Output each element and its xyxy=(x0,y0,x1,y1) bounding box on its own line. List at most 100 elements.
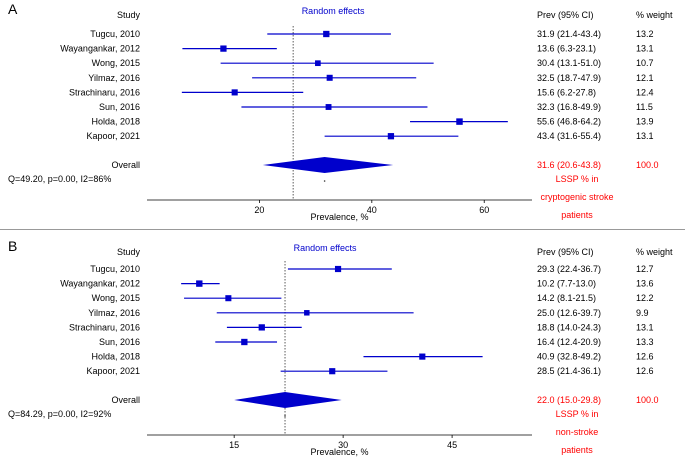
overall-diamond xyxy=(262,157,394,173)
study-prev-ci: 43.4 (31.6-55.4) xyxy=(537,131,601,141)
study-prev-ci: 32.3 (16.8-49.9) xyxy=(537,102,601,112)
study-prev-ci: 55.6 (46.8-64.2) xyxy=(537,117,601,127)
study-weight: 12.2 xyxy=(636,293,654,303)
study-prev-ci: 40.9 (32.8-49.2) xyxy=(537,352,601,362)
study-weight: 13.1 xyxy=(636,131,654,141)
point-estimate-marker xyxy=(329,368,336,375)
point-estimate-marker xyxy=(225,295,232,302)
study-weight: 12.6 xyxy=(636,352,654,362)
study-prev-ci: 18.8 (14.0-24.3) xyxy=(537,322,601,332)
overall-center-dot xyxy=(284,415,286,417)
study-prev-ci: 13.6 (6.3-23.1) xyxy=(537,44,596,54)
plot-title: Random effects xyxy=(294,243,357,253)
overall-prev-ci: 31.6 (20.6-43.8) xyxy=(537,160,601,170)
study-weight: 12.1 xyxy=(636,73,654,83)
annotation-line: non-stroke xyxy=(556,427,599,437)
study-label: Wong, 2015 xyxy=(92,58,140,68)
study-label: Yilmaz, 2016 xyxy=(88,73,140,83)
prev-column-header: Prev (95% CI) xyxy=(537,247,594,257)
study-prev-ci: 29.3 (22.4-36.7) xyxy=(537,264,601,274)
overall-prev-ci: 22.0 (15.0-29.8) xyxy=(537,395,601,405)
point-estimate-marker xyxy=(456,118,463,125)
point-estimate-marker xyxy=(241,338,248,346)
weight-column-header: % weight xyxy=(636,10,673,20)
study-prev-ci: 14.2 (8.1-21.5) xyxy=(537,293,596,303)
overall-label: Overall xyxy=(111,160,140,170)
point-estimate-marker xyxy=(304,310,310,316)
study-weight: 12.7 xyxy=(636,264,654,274)
point-estimate-marker xyxy=(387,133,395,140)
weight-column-header: % weight xyxy=(636,247,673,257)
overall-weight: 100.0 xyxy=(636,160,659,170)
annotation-line: LSSP % in xyxy=(556,409,599,419)
point-estimate-marker xyxy=(326,74,333,81)
annotation-line: patients xyxy=(561,210,593,220)
heterogeneity-stats: Q=84.29, p=0.00, I2=92% xyxy=(8,409,111,419)
point-estimate-marker xyxy=(419,353,426,360)
annotation-line: patients xyxy=(561,445,593,455)
study-label: Wayangankar, 2012 xyxy=(60,44,140,54)
study-weight: 13.1 xyxy=(636,322,654,332)
study-prev-ci: 10.2 (7.7-13.0) xyxy=(537,279,596,289)
point-estimate-marker xyxy=(220,45,227,52)
study-column-header: Study xyxy=(117,10,141,20)
study-label: Yilmaz, 2016 xyxy=(88,308,140,318)
overall-diamond xyxy=(234,392,342,408)
study-label: Holda, 2018 xyxy=(91,352,140,362)
point-estimate-marker xyxy=(323,30,330,38)
overall-label: Overall xyxy=(111,395,140,405)
study-weight: 12.4 xyxy=(636,87,654,97)
annotation-line: LSSP % in xyxy=(556,174,599,184)
x-tick-label: 40 xyxy=(367,205,377,215)
study-label: Kapoor, 2021 xyxy=(86,131,140,141)
point-estimate-marker xyxy=(315,60,321,67)
study-prev-ci: 28.5 (21.4-36.1) xyxy=(537,366,601,376)
x-axis-label: Prevalence, % xyxy=(310,447,368,457)
point-estimate-marker xyxy=(334,265,342,273)
study-weight: 13.1 xyxy=(636,44,654,54)
overall-center-dot xyxy=(323,180,326,182)
prev-column-header: Prev (95% CI) xyxy=(537,10,594,20)
study-label: Holda, 2018 xyxy=(91,117,140,127)
panel-label: B xyxy=(8,238,17,254)
study-label: Wong, 2015 xyxy=(92,293,140,303)
x-axis-label: Prevalence, % xyxy=(310,212,368,222)
study-prev-ci: 25.0 (12.6-39.7) xyxy=(537,308,601,318)
point-estimate-marker xyxy=(258,324,265,331)
study-weight: 13.6 xyxy=(636,279,654,289)
study-column-header: Study xyxy=(117,247,141,257)
study-weight: 13.2 xyxy=(636,29,654,39)
study-prev-ci: 15.6 (6.2-27.8) xyxy=(537,87,596,97)
study-weight: 13.9 xyxy=(636,117,654,127)
study-label: Sun, 2016 xyxy=(99,337,140,347)
study-label: Tugcu, 2010 xyxy=(90,264,140,274)
study-label: Strachinaru, 2016 xyxy=(69,87,140,97)
heterogeneity-stats: Q=49.20, p=0.00, I2=86% xyxy=(8,174,111,184)
point-estimate-marker xyxy=(196,280,203,287)
study-weight: 11.5 xyxy=(636,102,653,112)
study-prev-ci: 32.5 (18.7-47.9) xyxy=(537,73,601,83)
study-weight: 12.6 xyxy=(636,366,654,376)
annotation-line: cryptogenic stroke xyxy=(540,192,613,202)
overall-weight: 100.0 xyxy=(636,395,659,405)
x-tick-label: 30 xyxy=(338,440,348,450)
study-weight: 13.3 xyxy=(636,337,654,347)
study-prev-ci: 30.4 (13.1-51.0) xyxy=(537,58,601,68)
x-tick-label: 20 xyxy=(254,205,264,215)
study-label: Wayangankar, 2012 xyxy=(60,279,140,289)
study-prev-ci: 16.4 (12.4-20.9) xyxy=(537,337,601,347)
point-estimate-marker xyxy=(231,89,238,96)
study-label: Tugcu, 2010 xyxy=(90,29,140,39)
study-weight: 10.7 xyxy=(636,58,654,68)
x-tick-label: 15 xyxy=(229,440,239,450)
x-tick-label: 45 xyxy=(447,440,457,450)
study-label: Strachinaru, 2016 xyxy=(69,322,140,332)
panel-label: A xyxy=(8,1,18,17)
study-weight: 9.9 xyxy=(636,308,649,318)
study-prev-ci: 31.9 (21.4-43.4) xyxy=(537,29,601,39)
study-label: Sun, 2016 xyxy=(99,102,140,112)
study-label: Kapoor, 2021 xyxy=(86,366,140,376)
point-estimate-marker xyxy=(325,104,332,110)
plot-title: Random effects xyxy=(302,6,365,16)
